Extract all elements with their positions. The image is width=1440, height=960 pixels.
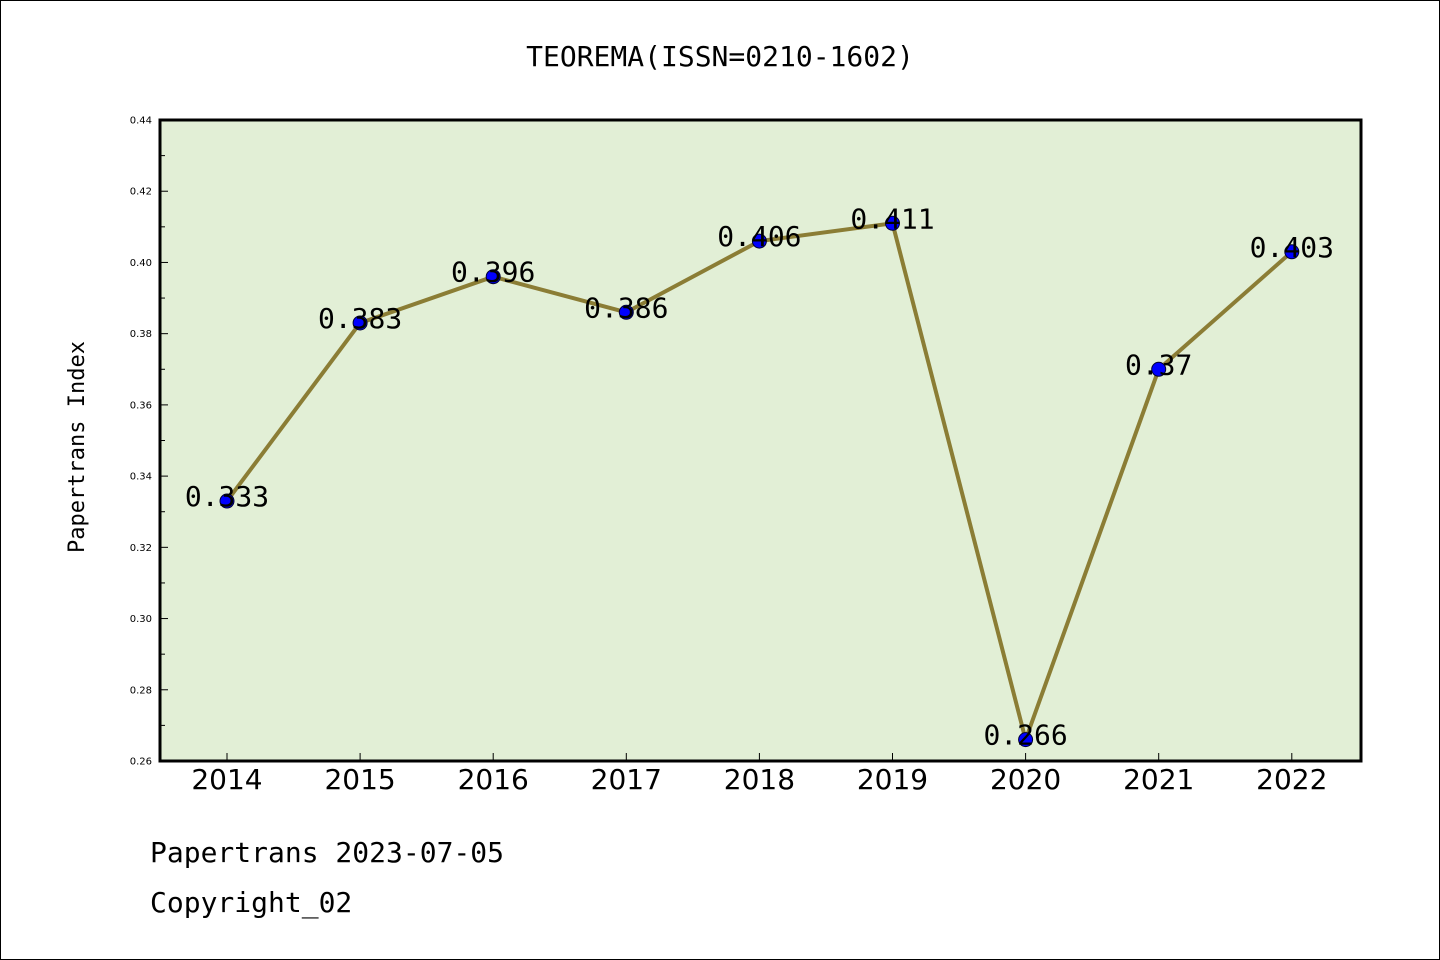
data-label: 0.386 [584,291,668,324]
data-point [618,304,634,320]
chart-title: TEOREMA(ISSN=0210-1602) [526,40,914,73]
data-labels: 0.333 0.383 0.396 0.386 0.406 0.411 0.266 0.37 0… [185,202,1334,751]
x-tick-label: 2017 [591,763,662,796]
x-tick-label: 2020 [990,763,1061,796]
x-tick-label: 2016 [458,763,529,796]
data-point [1151,361,1167,377]
data-label: 0.383 [318,302,402,335]
y-tick-label: 0.44 [130,116,152,127]
x-tick-label: 2019 [857,763,928,796]
y-tick-label: 0.40 [130,258,152,269]
y-tick-label: 0.42 [130,187,152,198]
data-point [885,215,900,231]
y-axis-label: Papertrans Index [65,341,90,553]
y-axis: 0.26 0.28 0.30 0.32 0.34 0.36 0.38 0.40 0.42 0.44 [130,116,168,768]
y-tick-label: 0.36 [130,400,152,411]
x-tick-label: 2014 [191,763,262,796]
footer-copyright: Copyright_02 [150,886,353,919]
data-label: 0.411 [850,202,934,235]
data-label: 0.37 [1125,348,1192,381]
y-tick-label: 0.30 [130,614,152,625]
data-label: 0.406 [717,220,801,253]
data-point [352,315,368,331]
data-point [751,233,767,249]
y-tick-label: 0.38 [130,329,152,340]
x-tick-label: 2018 [724,763,795,796]
y-tick-label: 0.32 [130,543,152,554]
data-point [1284,244,1300,260]
y-tick-label: 0.28 [130,685,152,696]
y-tick-label: 0.26 [130,757,152,768]
data-point [1018,732,1034,748]
data-label: 0.266 [983,719,1067,752]
x-tick-label: 2015 [324,763,395,796]
data-point [485,269,501,285]
x-axis: 2014 2015 2016 2017 2018 2019 2020 2021 2022 [191,753,1327,796]
y-tick-label: 0.34 [130,472,152,483]
plot-area [158,118,1363,763]
data-label: 0.403 [1250,231,1334,264]
data-label: 0.333 [185,480,269,513]
series-markers [219,215,1300,748]
footer-date: Papertrans 2023-07-05 [150,836,505,869]
data-point [219,493,235,509]
x-tick-label: 2021 [1123,763,1194,796]
x-tick-label: 2022 [1256,763,1327,796]
data-label: 0.396 [451,256,535,289]
